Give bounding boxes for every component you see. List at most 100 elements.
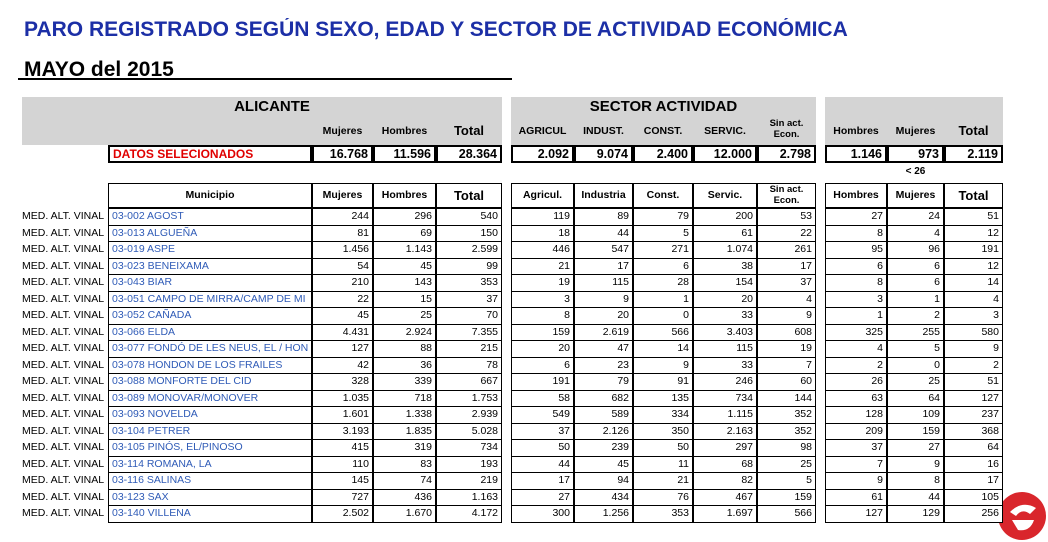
table-value: 44 [574, 224, 633, 242]
table-value: 1.163 [436, 488, 502, 506]
table-value: 5.028 [436, 422, 502, 440]
table-value: 17 [511, 472, 574, 490]
table-value: 119 [511, 208, 574, 226]
table-value: 61 [825, 488, 887, 506]
summary-column-header: CONST. [643, 125, 683, 137]
municipality-link[interactable]: 03-078 HONDON DE LOS FRAILES [108, 356, 312, 374]
table-value: 17 [574, 257, 633, 275]
table-column-header: Industria [574, 183, 633, 208]
row-prefix: MED. ALT. VINAL [22, 457, 105, 470]
table-value: 9 [574, 290, 633, 308]
table-value: 328 [312, 373, 373, 391]
table-value: 1.074 [693, 241, 757, 259]
table-value: 19 [757, 340, 816, 358]
table-value: 319 [373, 439, 436, 457]
row-prefix: MED. ALT. VINAL [22, 424, 105, 437]
municipality-link[interactable]: 03-077 FONDÓ DE LES NEUS, EL / HON [108, 340, 312, 358]
municipality-link[interactable]: 03-093 NOVELDA [108, 406, 312, 424]
logo [998, 492, 1046, 540]
table-value: 4.172 [436, 505, 502, 523]
table-value: 1.753 [436, 389, 502, 407]
table-value: 8 [825, 224, 887, 242]
summary-column-header: Hombres [381, 125, 428, 137]
row-prefix: MED. ALT. VINAL [22, 507, 105, 519]
row-prefix: MED. ALT. VINAL [22, 325, 105, 338]
table-value: 191 [944, 241, 1003, 259]
table-column-header: Const. [633, 183, 693, 208]
table-value: 353 [633, 505, 693, 523]
table-value: 91 [633, 373, 693, 391]
table-value: 54 [312, 257, 373, 275]
table-value: 98 [757, 439, 816, 457]
row-prefix: MED. ALT. VINAL [22, 490, 105, 503]
municipality-link[interactable]: 03-066 ELDA [108, 323, 312, 341]
table-value: 64 [944, 439, 1003, 457]
table-value: 4 [825, 340, 887, 358]
municipality-link[interactable]: 03-043 BIAR [108, 274, 312, 292]
table-value: 127 [825, 505, 887, 523]
municipality-link[interactable]: 03-105 PINÓS, EL/PINOSO [108, 439, 312, 457]
table-value: 2.924 [373, 323, 436, 341]
table-value: 20 [693, 290, 757, 308]
municipality-link[interactable]: 03-088 MONFORTE DEL CID [108, 373, 312, 391]
table-value: 8 [825, 274, 887, 292]
summary-value: 1.146 [825, 145, 887, 163]
table-value: 2.599 [436, 241, 502, 259]
table-value: 5 [757, 472, 816, 490]
table-value: 209 [825, 422, 887, 440]
table-value: 12 [944, 224, 1003, 242]
table-value: 350 [633, 422, 693, 440]
table-value: 446 [511, 241, 574, 259]
row-prefix: MED. ALT. VINAL [22, 342, 105, 354]
summary-value: 2.119 [944, 145, 1003, 163]
municipality-link[interactable]: 03-104 PETRER [108, 422, 312, 440]
table-column-header: Mujeres [312, 183, 373, 208]
table-value: 51 [944, 208, 1003, 226]
table-value: 2.939 [436, 406, 502, 424]
table-value: 727 [312, 488, 373, 506]
table-value: 1 [633, 290, 693, 308]
table-value: 64 [887, 389, 944, 407]
table-value: 3 [825, 290, 887, 308]
summary-value: 28.364 [436, 145, 502, 163]
row-prefix: MED. ALT. VINAL [22, 474, 105, 486]
table-value: 219 [436, 472, 502, 490]
table-value: 3 [944, 307, 1003, 325]
table-value: 436 [373, 488, 436, 506]
table-value: 191 [511, 373, 574, 391]
municipality-link[interactable]: 03-051 CAMPO DE MIRRA/CAMP DE MI [108, 290, 312, 308]
summary-column-header: Sin act. Econ. [769, 118, 804, 140]
table-value: 8 [511, 307, 574, 325]
municipality-link[interactable]: 03-116 SALINAS [108, 472, 312, 490]
table-column-header: Municipio [108, 183, 312, 208]
table-value: 88 [373, 340, 436, 358]
municipality-link[interactable]: 03-013 ALGUEÑA [108, 224, 312, 242]
table-value: 89 [574, 208, 633, 226]
table-value: 53 [757, 208, 816, 226]
municipality-link[interactable]: 03-140 VILLENA [108, 505, 312, 523]
summary-column-header: Total [453, 124, 485, 138]
age-label: < 26 [905, 166, 926, 177]
municipality-link[interactable]: 03-019 ASPE [108, 241, 312, 259]
municipality-link[interactable]: 03-052 CAÑADA [108, 307, 312, 325]
table-value: 50 [633, 439, 693, 457]
municipality-link[interactable]: 03-123 SAX [108, 488, 312, 506]
municipality-link[interactable]: 03-023 BENEIXAMA [108, 257, 312, 275]
table-value: 94 [574, 472, 633, 490]
table-value: 18 [511, 224, 574, 242]
row-prefix: MED. ALT. VINAL [22, 259, 105, 272]
table-value: 255 [887, 323, 944, 341]
table-value: 21 [511, 257, 574, 275]
table-value: 20 [511, 340, 574, 358]
table-value: 4.431 [312, 323, 373, 341]
table-column-header: Mujeres [887, 183, 944, 208]
table-value: 45 [312, 307, 373, 325]
table-value: 1 [887, 290, 944, 308]
municipality-link[interactable]: 03-002 AGOST [108, 208, 312, 226]
table-value: 352 [757, 406, 816, 424]
municipality-link[interactable]: 03-114 ROMANA, LA [108, 455, 312, 473]
table-value: 9 [757, 307, 816, 325]
table-value: 608 [757, 323, 816, 341]
municipality-link[interactable]: 03-089 MONOVAR/MONOVER [108, 389, 312, 407]
table-value: 3 [511, 290, 574, 308]
